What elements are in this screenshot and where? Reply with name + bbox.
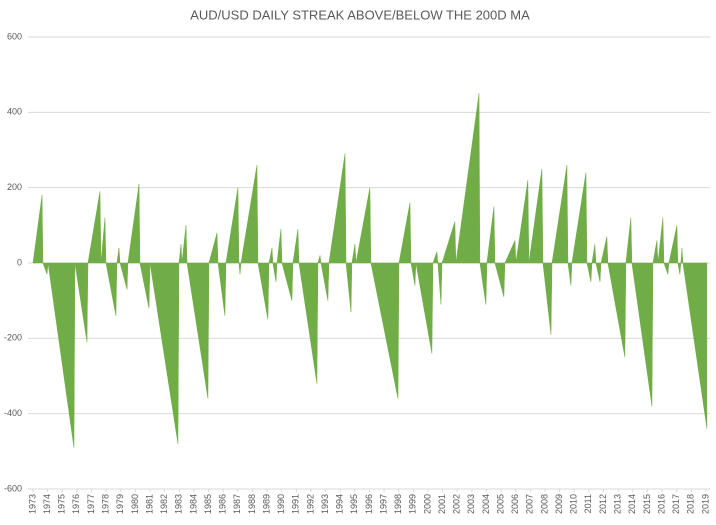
x-tick-label: 2018 [686, 494, 696, 514]
x-tick-label: 2012 [598, 494, 608, 514]
x-tick-label: 1984 [188, 494, 198, 514]
x-tick-label: 1991 [291, 494, 301, 514]
x-tick-label: 1992 [305, 494, 315, 514]
y-tick-label: 200 [7, 182, 22, 192]
x-tick-label: 1995 [349, 494, 359, 514]
y-tick-label: -200 [4, 333, 22, 343]
x-tick-label: 1989 [261, 494, 271, 514]
x-tick-label: 1996 [364, 494, 374, 514]
y-tick-label: -400 [4, 408, 22, 418]
area [32, 93, 708, 448]
x-tick-label: 1976 [71, 494, 81, 514]
x-tick-label: 2013 [613, 494, 623, 514]
x-tick-label: 1982 [159, 494, 169, 514]
y-tick-label: -600 [4, 483, 22, 493]
x-tick-label: 1986 [218, 494, 228, 514]
x-tick-label: 2001 [437, 494, 447, 514]
x-tick-label: 2017 [671, 494, 681, 514]
x-tick-label: 1975 [57, 494, 67, 514]
x-tick-label: 2016 [656, 494, 666, 514]
x-tick-label: 1974 [42, 494, 52, 514]
y-tick-label: 0 [17, 257, 22, 267]
x-tick-label: 1997 [378, 494, 388, 514]
x-tick-label: 2004 [481, 494, 491, 514]
x-tick-label: 2005 [495, 494, 505, 514]
x-tick-label: 2019 [700, 494, 710, 514]
x-tick-label: 1998 [393, 494, 403, 514]
x-tick-label: 2010 [569, 494, 579, 514]
x-tick-label: 1979 [115, 494, 125, 514]
x-tick-label: 2011 [583, 494, 593, 513]
x-tick-label: 1990 [276, 494, 286, 514]
x-tick-label: 2014 [627, 494, 637, 514]
x-tick-label: 1993 [320, 494, 330, 514]
x-tick-label: 2015 [642, 494, 652, 514]
x-tick-label: 1978 [100, 494, 110, 514]
x-tick-label: 1985 [203, 494, 213, 514]
x-tick-label: 1999 [408, 494, 418, 514]
x-tick-label: 1987 [232, 494, 242, 514]
x-tick-label: 2000 [422, 494, 432, 514]
x-tick-label: 2002 [452, 494, 462, 514]
chart-title: AUD/USD DAILY STREAK ABOVE/BELOW THE 200… [190, 7, 530, 22]
x-tick-label: 1994 [335, 494, 345, 514]
x-tick-label: 1988 [247, 494, 257, 514]
x-tick-label: 2009 [554, 494, 564, 514]
x-tick-label: 2007 [525, 494, 535, 514]
x-tick-label: 1980 [130, 494, 140, 514]
x-tick-label: 2008 [539, 494, 549, 514]
y-tick-label: 400 [7, 107, 22, 117]
x-tick-label: 1973 [27, 494, 37, 514]
x-tick-label: 1983 [174, 494, 184, 514]
x-tick-label: 2006 [510, 494, 520, 514]
y-tick-label: 600 [7, 31, 22, 41]
x-tick-label: 2003 [466, 494, 476, 514]
x-tick-label: 1981 [144, 494, 154, 514]
x-tick-label: 1977 [86, 494, 96, 514]
